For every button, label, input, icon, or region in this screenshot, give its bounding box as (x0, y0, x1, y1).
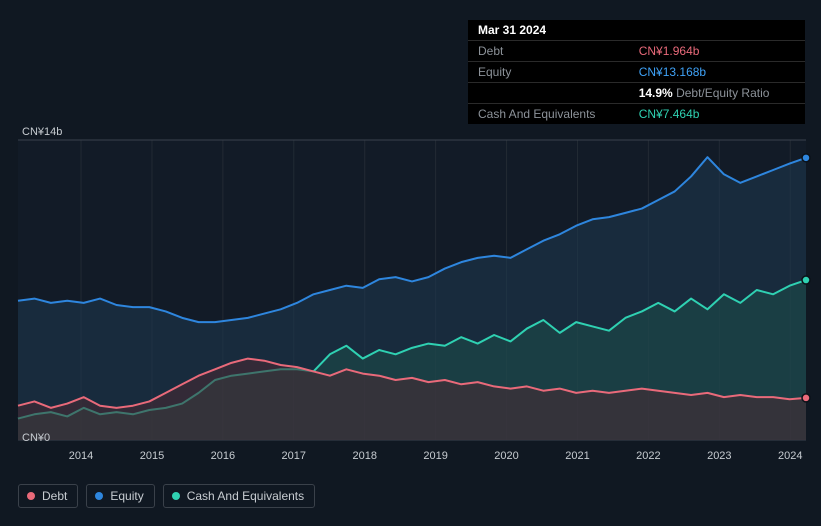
legend-item-cash[interactable]: Cash And Equivalents (163, 484, 315, 508)
tooltip-equity-value: CN¥13.168b (629, 62, 805, 83)
x-axis-tick: 2018 (352, 450, 376, 462)
tooltip-debt-label: Debt (468, 41, 629, 62)
x-axis-tick: 2022 (636, 450, 660, 462)
legend-label-debt: Debt (42, 489, 67, 503)
y-axis-tick-min: CN¥0 (22, 432, 50, 444)
tooltip-cash-value: CN¥7.464b (629, 104, 805, 125)
legend: Debt Equity Cash And Equivalents (18, 484, 315, 508)
tooltip-debt-value: CN¥1.964b (629, 41, 805, 62)
x-axis-tick: 2015 (140, 450, 164, 462)
x-axis-tick: 2021 (565, 450, 589, 462)
y-axis-tick-max: CN¥14b (22, 126, 62, 138)
tooltip-ratio-text: Debt/Equity Ratio (673, 86, 770, 100)
tooltip-date-row: Mar 31 2024 (468, 20, 805, 41)
legend-dot-equity (95, 492, 103, 500)
x-axis-tick: 2014 (69, 450, 93, 462)
x-axis-tick: 2019 (423, 450, 447, 462)
tooltip-cash-label: Cash And Equivalents (468, 104, 629, 125)
legend-dot-cash (172, 492, 180, 500)
tooltip-ratio-row: 14.9% Debt/Equity Ratio (468, 83, 805, 104)
legend-item-debt[interactable]: Debt (18, 484, 78, 508)
legend-dot-debt (27, 492, 35, 500)
tooltip-debt-row: Debt CN¥1.964b (468, 41, 805, 62)
tooltip-equity-row: Equity CN¥13.168b (468, 62, 805, 83)
x-axis-tick: 2024 (778, 450, 802, 462)
x-axis-tick: 2023 (707, 450, 731, 462)
x-axis-tick: 2020 (494, 450, 518, 462)
tooltip-ratio-label (468, 83, 629, 104)
tooltip-cash-row: Cash And Equivalents CN¥7.464b (468, 104, 805, 125)
tooltip-ratio-value: 14.9% Debt/Equity Ratio (629, 83, 805, 104)
legend-label-equity: Equity (110, 489, 143, 503)
tooltip-date: Mar 31 2024 (468, 20, 805, 41)
legend-label-cash: Cash And Equivalents (187, 489, 304, 503)
x-axis-tick: 2017 (282, 450, 306, 462)
tooltip-ratio-percent: 14.9% (639, 86, 673, 100)
legend-item-equity[interactable]: Equity (86, 484, 154, 508)
x-axis-tick: 2016 (211, 450, 235, 462)
data-tooltip: Mar 31 2024 Debt CN¥1.964b Equity CN¥13.… (468, 20, 805, 124)
tooltip-equity-label: Equity (468, 62, 629, 83)
